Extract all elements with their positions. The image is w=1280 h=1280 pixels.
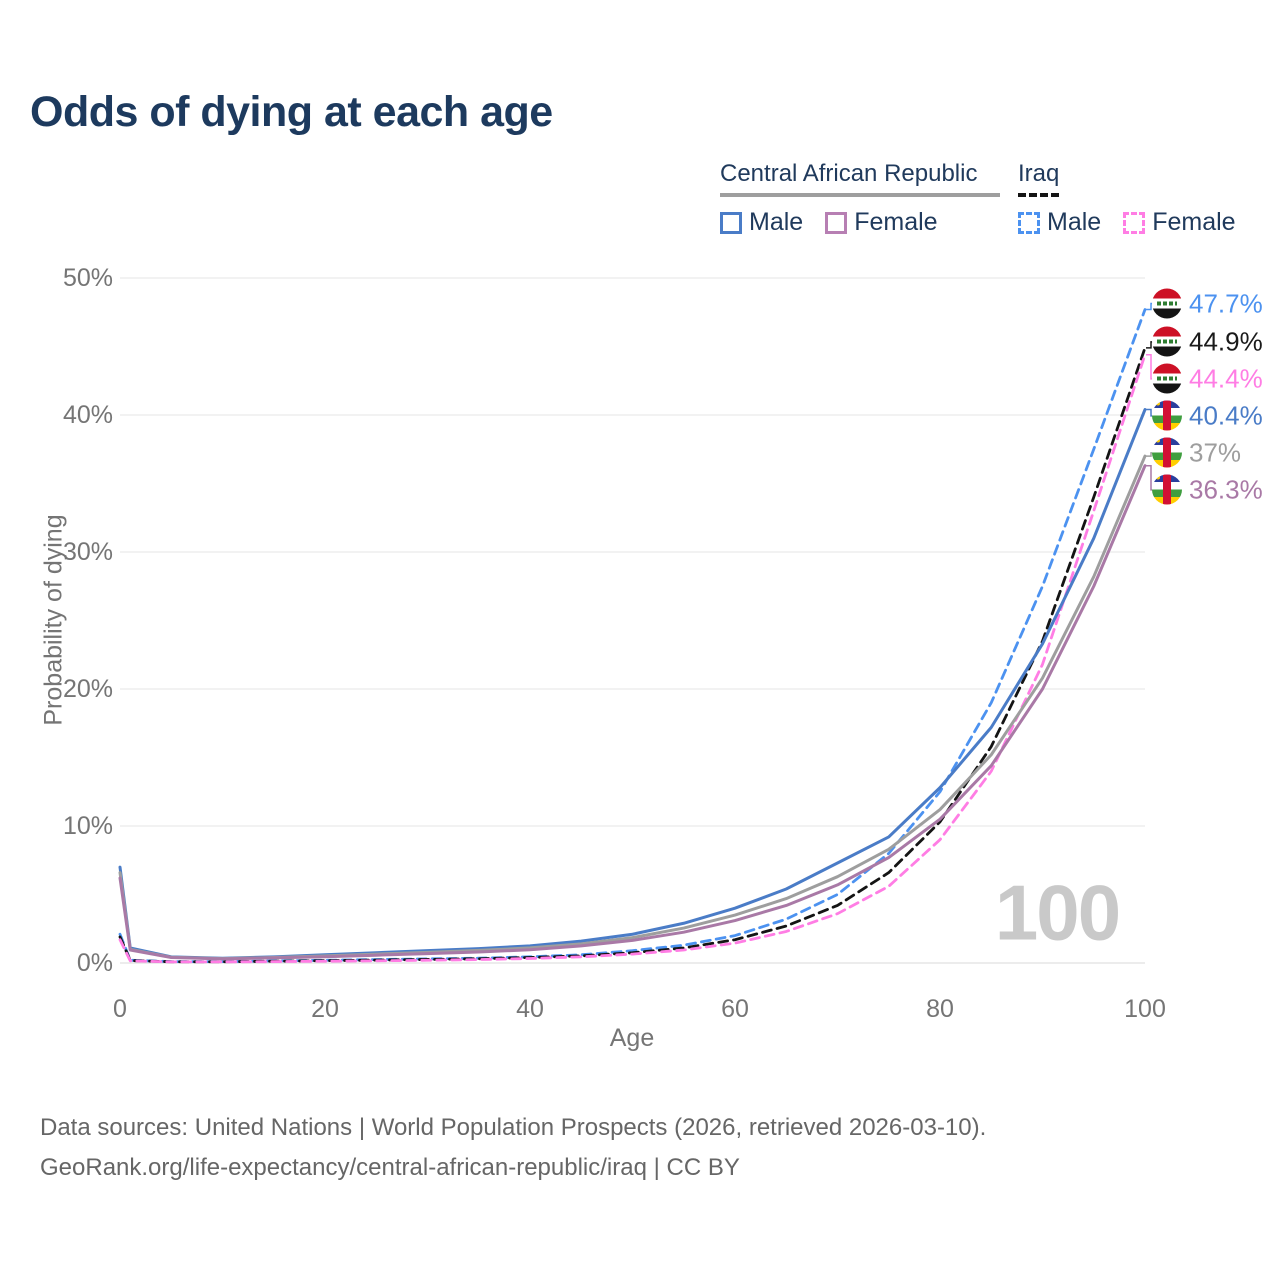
- y-tick-10%: 10%: [62, 812, 113, 840]
- line-iraq-female[interactable]: [118, 353, 1147, 964]
- page-title: Odds of dying at each age: [30, 88, 553, 136]
- x-tick-40: 40: [516, 995, 544, 1023]
- central-african-republic-flag-icon: [1152, 474, 1182, 505]
- watermark-age-indicator: 100: [994, 868, 1121, 957]
- end-label-iraq-female: 44.4%: [1152, 363, 1263, 394]
- legend-item-car-male[interactable]: Male: [720, 208, 803, 237]
- end-label-car-total: 37%: [1152, 437, 1241, 468]
- y-axis-title: Probability of dying: [39, 514, 68, 726]
- line-car-total[interactable]: [118, 454, 1147, 961]
- x-tick-60: 60: [721, 995, 749, 1023]
- x-tick-100: 100: [1124, 995, 1166, 1023]
- x-tick-0: 0: [113, 995, 127, 1023]
- iraq-flag-icon: [1152, 288, 1182, 319]
- central-african-republic-flag-icon: [1152, 437, 1182, 468]
- end-label-iraq-total: 44.9%: [1152, 326, 1263, 357]
- line-car-female[interactable]: [118, 464, 1147, 961]
- legend-group-iraq: Male Female: [1018, 208, 1236, 237]
- legend-country-iraq[interactable]: Iraq: [1018, 160, 1060, 197]
- footer-attribution: GeoRank.org/life-expectancy/central-afri…: [40, 1154, 740, 1181]
- footer: Data sources: United Nations | World Pop…: [40, 1108, 986, 1188]
- car-male-swatch-icon: [720, 211, 742, 234]
- line-car-male[interactable]: [118, 408, 1147, 960]
- legend-item-label: Male: [749, 208, 804, 236]
- end-label-value: 37%: [1189, 437, 1242, 468]
- legend-items-row: Male Female Male Female: [720, 208, 1236, 237]
- line-iraq-total[interactable]: [118, 346, 1147, 964]
- iraq-flag-icon: [1152, 326, 1182, 357]
- y-tick-40%: 40%: [62, 401, 113, 429]
- line-iraq-male[interactable]: [118, 308, 1147, 964]
- end-label-car-male: 40.4%: [1152, 400, 1263, 431]
- end-label-value: 44.4%: [1189, 363, 1263, 394]
- y-tick-20%: 20%: [62, 675, 113, 703]
- legend-item-car-female[interactable]: Female: [825, 208, 938, 237]
- central-african-republic-flag-icon: [1152, 400, 1182, 431]
- legend-country-central-african-republic[interactable]: Central African Republic: [720, 160, 1000, 197]
- y-tick-0%: 0%: [76, 949, 113, 977]
- end-label-car-female: 36.3%: [1152, 474, 1263, 505]
- legend: Central African Republic Iraq Male Femal…: [720, 160, 1236, 237]
- legend-item-label: Female: [1152, 208, 1236, 236]
- y-tick-50%: 50%: [62, 264, 113, 292]
- footer-data-sources: Data sources: United Nations | World Pop…: [40, 1114, 987, 1141]
- legend-item-iraq-male[interactable]: Male: [1018, 208, 1101, 237]
- iraq-flag-icon: [1152, 363, 1182, 394]
- iraq-female-swatch-icon: [1123, 211, 1146, 234]
- legend-item-iraq-female[interactable]: Female: [1123, 208, 1236, 237]
- end-label-value: 47.7%: [1189, 288, 1263, 318]
- end-label-value: 44.9%: [1189, 326, 1263, 357]
- legend-item-label: Male: [1047, 208, 1102, 236]
- end-label-iraq-male: 47.7%: [1152, 288, 1263, 319]
- x-tick-20: 20: [311, 995, 339, 1023]
- end-label-value: 36.3%: [1189, 474, 1263, 505]
- legend-group-central-african-republic: Male Female: [720, 208, 1018, 237]
- y-tick-30%: 30%: [62, 538, 113, 566]
- iraq-male-swatch-icon: [1018, 211, 1040, 234]
- x-axis-title: Age: [609, 1024, 655, 1052]
- legend-item-label: Female: [854, 208, 938, 236]
- legend-titles: Central African Republic Iraq: [720, 160, 1236, 197]
- car-female-swatch-icon: [825, 211, 848, 234]
- x-tick-80: 80: [926, 995, 954, 1023]
- end-label-value: 40.4%: [1189, 400, 1263, 431]
